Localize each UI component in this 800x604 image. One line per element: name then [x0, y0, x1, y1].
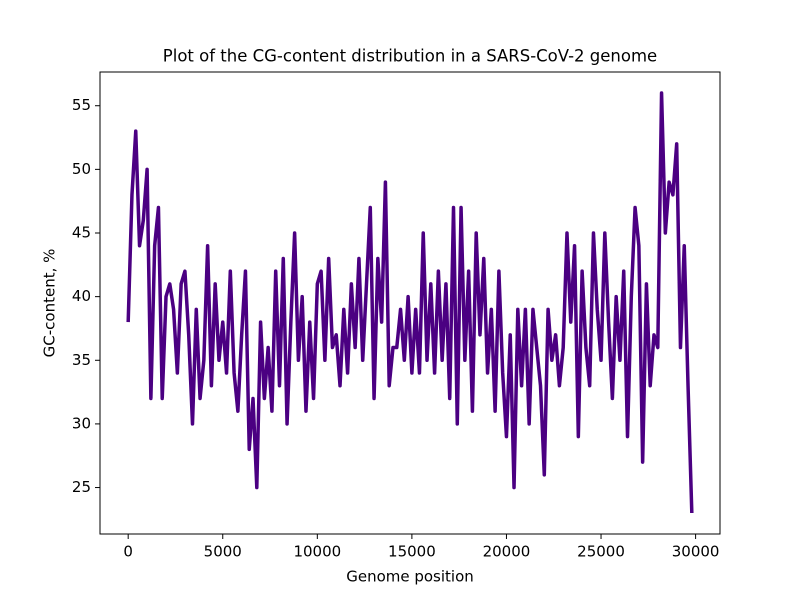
y-tick-label: 50 — [72, 160, 91, 178]
y-tick-label: 35 — [72, 351, 91, 369]
x-tick-label: 25000 — [577, 543, 625, 561]
x-tick-label: 30000 — [672, 543, 720, 561]
x-tick-label: 15000 — [388, 543, 436, 561]
data-line — [126, 91, 694, 514]
y-tick-label: 30 — [72, 414, 91, 432]
y-tick-label: 55 — [72, 96, 91, 114]
chart-title: Plot of the CG-content distribution in a… — [163, 47, 657, 66]
y-tick-label: 40 — [72, 287, 91, 305]
y-axis-label: GC-content, % — [41, 249, 59, 358]
y-tick-label: 25 — [72, 478, 91, 496]
y-tick-label: 45 — [72, 224, 91, 242]
x-tick-label: 20000 — [483, 543, 531, 561]
x-axis-label: Genome position — [346, 568, 474, 586]
x-tick-label: 5000 — [204, 543, 242, 561]
x-tick-label: 10000 — [293, 543, 341, 561]
plot-frame — [99, 71, 721, 535]
x-tick-label: 0 — [123, 543, 133, 561]
